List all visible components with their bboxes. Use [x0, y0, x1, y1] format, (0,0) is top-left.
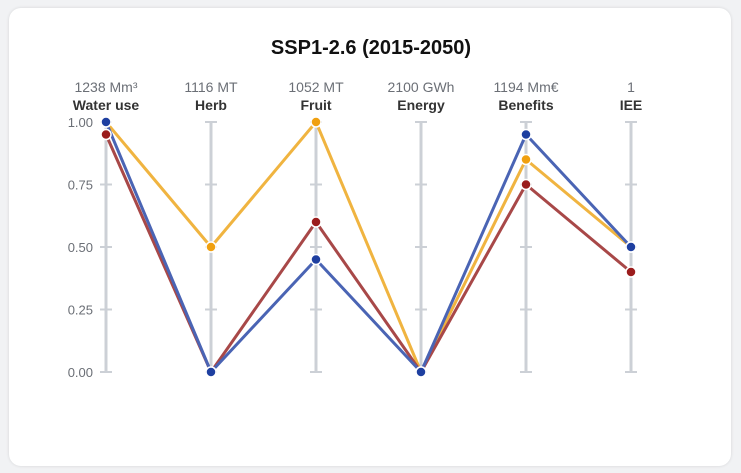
axis-name: Herb	[195, 97, 227, 113]
data-point[interactable]	[100, 128, 112, 141]
axis-name: Benefits	[498, 97, 553, 113]
axis-name: Fruit	[300, 97, 331, 113]
series-line[interactable]	[104, 120, 632, 374]
data-point[interactable]	[520, 128, 532, 141]
series-line[interactable]	[104, 121, 633, 374]
data-point[interactable]	[310, 253, 322, 266]
data-point[interactable]	[310, 216, 322, 228]
data-point[interactable]	[520, 153, 532, 166]
axis-max-label: 1194 Mm€	[493, 79, 558, 95]
data-point[interactable]	[100, 116, 112, 128]
axis-max-label: 1238 Mm³	[74, 79, 137, 95]
data-point[interactable]	[625, 241, 637, 253]
data-point[interactable]	[205, 241, 217, 253]
axis-max-label: 1052 MT	[288, 79, 344, 95]
chart-title: SSP1-2.6 (2015-2050)	[271, 37, 471, 59]
chart-card	[9, 8, 731, 466]
data-point[interactable]	[205, 366, 217, 378]
y-tick-label: 1.00	[68, 115, 93, 130]
axis-max-label: 1116 MT	[184, 79, 238, 95]
y-tick-label: 0.50	[68, 240, 93, 255]
axis-name: Energy	[397, 97, 445, 113]
data-point[interactable]	[625, 266, 637, 278]
data-point[interactable]	[520, 178, 532, 191]
series-line[interactable]	[104, 133, 632, 374]
axis-max-label: 2100 GWh	[388, 79, 455, 95]
y-tick-label: 0.25	[68, 303, 93, 318]
axis-max-label: 1	[627, 79, 635, 95]
y-tick-label: 0.00	[68, 365, 93, 380]
axis-name: Water use	[73, 97, 140, 113]
y-tick-label: 0.75	[68, 178, 93, 193]
data-point[interactable]	[310, 116, 322, 128]
axis-name: IEE	[620, 97, 643, 113]
data-point[interactable]	[415, 366, 427, 378]
